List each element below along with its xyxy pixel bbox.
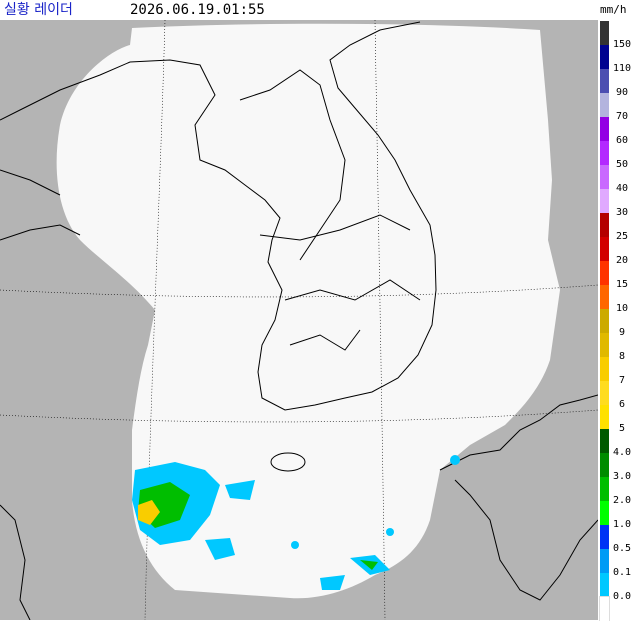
rain-area	[360, 560, 378, 570]
legend-swatch	[600, 45, 609, 69]
legend-swatch	[600, 189, 609, 213]
legend-swatch	[600, 69, 609, 93]
legend-label: 0.1	[612, 567, 632, 578]
legend-label: 25	[615, 231, 629, 242]
grid-lines	[0, 20, 598, 620]
legend-label: 70	[615, 111, 629, 122]
legend-swatch	[600, 165, 609, 189]
rain-area	[386, 528, 394, 536]
legend-label: 150	[612, 39, 632, 50]
legend-label: 1.0	[612, 519, 632, 530]
radar-coverage	[56, 23, 561, 599]
legend-label: 15	[615, 279, 629, 290]
legend-swatch	[600, 141, 609, 165]
legend-swatch-none	[599, 596, 610, 621]
legend-label: 60	[615, 135, 629, 146]
legend-swatch	[600, 309, 609, 333]
rain-area	[225, 480, 255, 500]
legend-swatch	[600, 525, 609, 549]
rain-area	[291, 541, 299, 549]
legend-swatch	[600, 285, 609, 309]
legend-label: 8	[618, 351, 626, 362]
unit: mm/h	[600, 3, 627, 16]
radar-map	[0, 20, 598, 620]
rain-area	[138, 500, 160, 525]
legend: 150 110 90 70 60 50 40 30 25 20 15 10 9 8 7 6 5 4.0 3.0 2.0…	[599, 21, 635, 621]
legend-swatch	[600, 333, 609, 357]
rain-area	[205, 538, 235, 560]
rain-area	[320, 575, 345, 590]
legend-swatch	[600, 381, 609, 405]
legend-label: 7	[618, 375, 626, 386]
legend-label: 50	[615, 159, 629, 170]
legend-label: 0.0	[612, 591, 632, 602]
legend-swatch	[600, 357, 609, 381]
legend-swatch	[600, 453, 609, 477]
legend-label: 2.0	[612, 495, 632, 506]
legend-label: 0.5	[612, 543, 632, 554]
precipitation	[132, 455, 460, 590]
legend-swatch	[600, 429, 609, 453]
legend-label: 3.0	[612, 471, 632, 482]
legend-label: 5	[618, 423, 626, 434]
legend-swatch	[600, 501, 609, 525]
legend-label: 110	[612, 63, 632, 74]
coastlines	[0, 21, 598, 620]
title: 실황 레이더	[4, 2, 73, 18]
legend-swatch	[600, 549, 609, 573]
legend-label: 6	[618, 399, 626, 410]
legend-swatch	[600, 405, 609, 429]
legend-swatch	[600, 261, 609, 285]
legend-label: 20	[615, 255, 629, 266]
legend-swatch	[600, 93, 609, 117]
legend-swatch	[600, 117, 609, 141]
legend-swatch	[600, 573, 609, 597]
legend-swatch	[600, 237, 609, 261]
timestamp: 2026.06.19.01:55	[130, 2, 265, 18]
rain-area	[450, 455, 460, 465]
legend-swatch	[600, 477, 609, 501]
legend-label: 30	[615, 207, 629, 218]
legend-label: 9	[618, 327, 626, 338]
legend-swatch	[600, 213, 609, 237]
legend-label: 4.0	[612, 447, 632, 458]
legend-swatch	[600, 21, 609, 45]
legend-label: 10	[615, 303, 629, 314]
legend-label: 90	[615, 87, 629, 98]
legend-label: 40	[615, 183, 629, 194]
